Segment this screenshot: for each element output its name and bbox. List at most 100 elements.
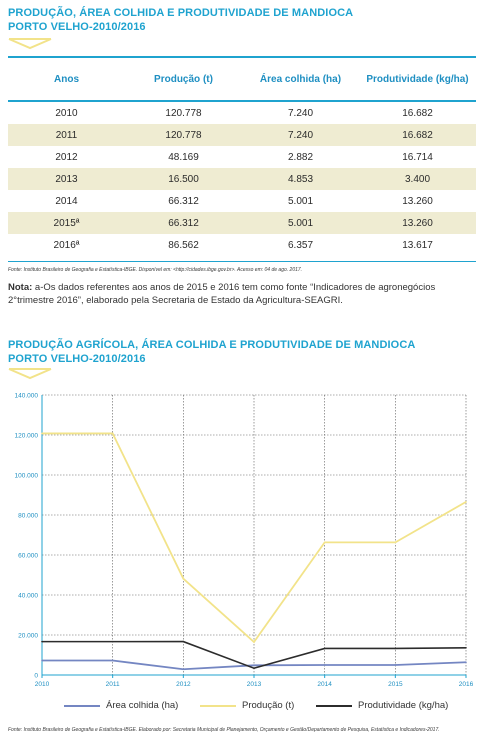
cell-ano: 2015ª (8, 212, 125, 234)
y-tick-label: 100.000 (15, 473, 39, 480)
legend-item-area: Área colhida (ha) (64, 700, 178, 711)
data-point (182, 640, 185, 643)
data-point (465, 646, 467, 649)
cell-produtividade: 13.260 (359, 190, 476, 212)
table-row: 2010 120.778 7.240 16.682 (8, 101, 476, 124)
y-tick-label: 120.000 (15, 433, 39, 440)
data-point (41, 640, 43, 643)
y-tick-label: 60.000 (18, 553, 38, 560)
chart-title-line2: PORTO VELHO-2010/2016 (8, 353, 146, 365)
x-tick-label: 2013 (247, 681, 262, 688)
cell-ano: 2010 (8, 101, 125, 124)
x-tick-label: 2010 (35, 681, 50, 688)
cell-producao: 120.778 (125, 124, 242, 146)
data-point (323, 541, 326, 544)
table-bottom-rule (8, 261, 476, 262)
data-point (182, 668, 185, 671)
legend-label-area: Área colhida (ha) (106, 700, 179, 711)
x-tick-label: 2012 (176, 681, 191, 688)
table-header-row: Anos Produção (t) Área colhida (ha) Prod… (8, 58, 476, 101)
chart-legend: Área colhida (ha) Produção (t) Produtivi… (0, 700, 484, 716)
legend-swatch-produtividade (316, 704, 352, 707)
cell-producao: 16.500 (125, 168, 242, 190)
y-tick-label: 20.000 (18, 633, 38, 640)
y-tick-label: 0 (34, 673, 38, 680)
cell-produtividade: 13.260 (359, 212, 476, 234)
legend-item-producao: Produção (t) (200, 700, 294, 711)
table-note: Nota: a-Os dados referentes aos anos de … (8, 281, 478, 307)
data-point (394, 647, 397, 650)
data-point (253, 667, 255, 669)
cell-area: 4.853 (242, 168, 359, 190)
cell-produtividade: 16.682 (359, 124, 476, 146)
data-point (465, 501, 467, 503)
legend-item-produtividade: Produtividade (kg/ha) (316, 700, 448, 711)
cell-produtividade: 13.617 (359, 234, 476, 256)
legend-label-produtividade: Produtividade (kg/ha) (358, 700, 449, 711)
legend-swatch-producao (200, 704, 236, 707)
x-tick-label: 2011 (106, 681, 120, 688)
cell-produtividade: 16.714 (359, 146, 476, 168)
data-point (253, 641, 255, 643)
line-chart: 0 20.000 40.000 60.000 80.000 100.000 120.000 1… (15, 393, 474, 689)
data-point (111, 659, 114, 662)
chevron-down-icon (8, 368, 52, 380)
cell-area: 5.001 (242, 212, 359, 234)
cell-ano: 2014 (8, 190, 125, 212)
y-tick-label: 80.000 (18, 513, 38, 520)
chart-title: PRODUÇÃO AGRÍCOLA, ÁREA COLHIDA E PRODUT… (8, 338, 415, 366)
data-point (323, 647, 326, 650)
cell-area: 7.240 (242, 101, 359, 124)
table-row: 2012 48.169 2.882 16.714 (8, 146, 476, 168)
data-point (111, 432, 114, 435)
data-point (394, 664, 397, 666)
chart-source: Fonte: Instituto Brasileiro de Geografia… (8, 727, 440, 733)
table-row: 2015ª 66.312 5.001 13.260 (8, 212, 476, 234)
chevron-down-icon (8, 38, 52, 50)
data-point (323, 664, 326, 666)
data-point (41, 659, 43, 662)
header-area-colhida: Área colhida (ha) (242, 58, 359, 101)
y-tick-label: 140.000 (15, 393, 39, 400)
cell-area: 7.240 (242, 124, 359, 146)
note-text: a-Os dados referentes aos anos de 2015 e… (8, 282, 436, 306)
table-top-rule (8, 56, 476, 58)
table-row: 2011 120.778 7.240 16.682 (8, 124, 476, 146)
x-tick-label: 2015 (388, 681, 403, 688)
cell-produtividade: 16.682 (359, 101, 476, 124)
cell-producao: 86.562 (125, 234, 242, 256)
header-produtividade: Produtividade (kg/ha) (359, 58, 476, 101)
cell-area: 2.882 (242, 146, 359, 168)
cell-area: 5.001 (242, 190, 359, 212)
table-title: PRODUÇÃO, ÁREA COLHIDA E PRODUTIVIDADE D… (8, 6, 353, 34)
y-tick-label: 40.000 (18, 593, 38, 600)
chart-title-line1: PRODUÇÃO AGRÍCOLA, ÁREA COLHIDA E PRODUT… (8, 339, 416, 351)
legend-label-producao: Produção (t) (242, 700, 295, 711)
cell-ano: 2013 (8, 168, 125, 190)
table-title-line1: PRODUÇÃO, ÁREA COLHIDA E PRODUTIVIDADE D… (8, 7, 354, 19)
cell-area: 6.357 (242, 234, 359, 256)
x-tick-label: 2016 (459, 681, 474, 688)
cell-ano: 2012 (8, 146, 125, 168)
table-title-line2: PORTO VELHO-2010/2016 (8, 21, 146, 33)
data-point (465, 661, 467, 664)
header-producao: Produção (t) (125, 58, 242, 101)
x-tick-label: 2014 (317, 681, 332, 688)
legend-swatch-area (64, 704, 100, 707)
data-point (41, 432, 43, 435)
data-point (111, 640, 114, 643)
table-row: 2013 16.500 4.853 3.400 (8, 168, 476, 190)
data-point (394, 541, 397, 544)
header-anos: Anos (8, 58, 125, 101)
data-point (253, 664, 255, 667)
cell-producao: 66.312 (125, 212, 242, 234)
table-row: 2016ª 86.562 6.357 13.617 (8, 234, 476, 256)
cell-producao: 48.169 (125, 146, 242, 168)
data-point (182, 577, 185, 580)
cell-ano: 2011 (8, 124, 125, 146)
cell-produtividade: 3.400 (359, 168, 476, 190)
table-source: Fonte: Instituto Brasileiro de Geografia… (8, 267, 303, 273)
note-label: Nota: (8, 282, 33, 293)
cell-ano: 2016ª (8, 234, 125, 256)
data-table: Anos Produção (t) Área colhida (ha) Prod… (8, 58, 476, 256)
